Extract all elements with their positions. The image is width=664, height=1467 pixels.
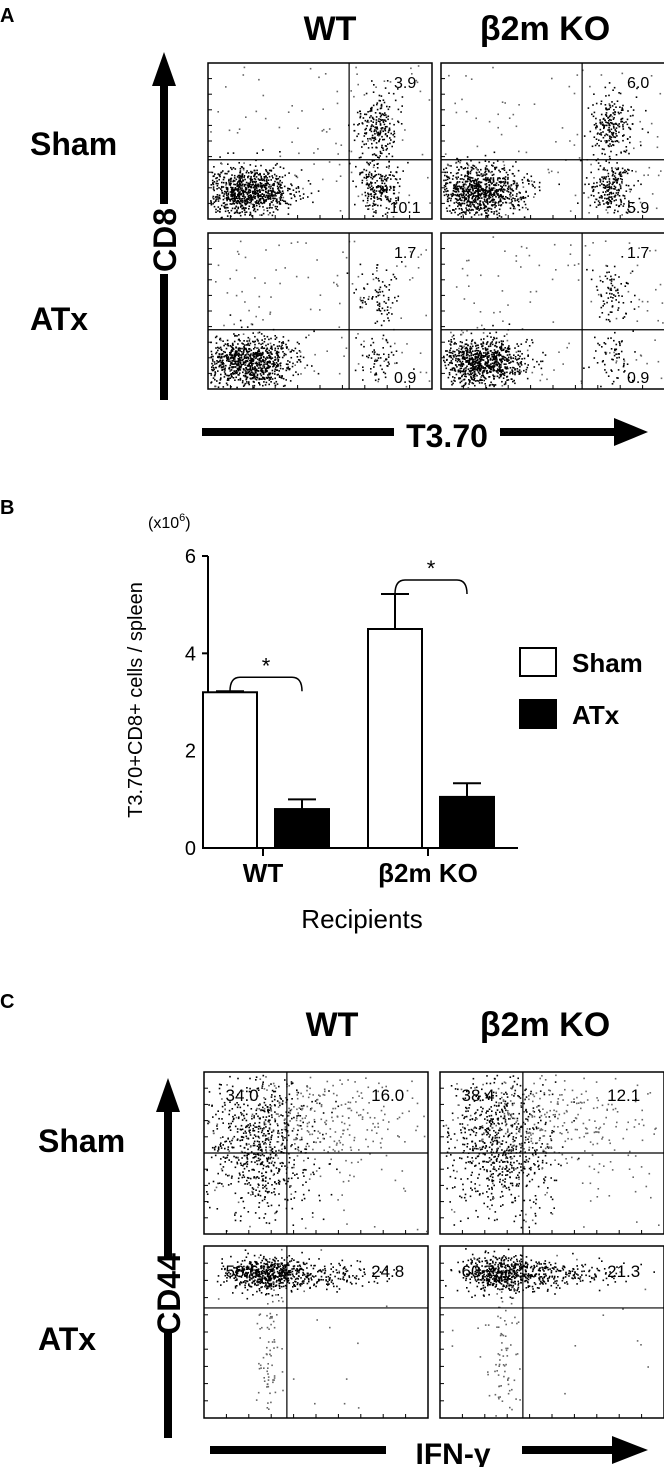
flow-plot-a-2-events <box>210 240 431 389</box>
panel-c-row-label-sham: Sham <box>38 1123 125 1159</box>
quadrant-lower-right-value: 0.9 <box>627 370 649 387</box>
y-tick-label: 4 <box>185 643 196 665</box>
quadrant-lower-right-value: 0.9 <box>394 370 416 387</box>
flow-plot-a-2: 1.7 0.9 <box>207 232 433 390</box>
panel-c-y-axis-label: CD44 <box>151 1253 187 1335</box>
panel-a-col-label-wt: WT <box>304 10 357 48</box>
panel-c-col-label-wt: WT <box>306 1006 359 1044</box>
panel-b-legend: Sham ATx <box>519 647 643 730</box>
quadrant-upper-left-value: 38.4 <box>462 1086 495 1105</box>
panel-b-multiplier-exp: 6 <box>179 512 185 524</box>
legend-swatch-atx <box>519 699 557 729</box>
quadrant-upper-left-value: 60.7 <box>462 1262 495 1281</box>
significance-bracket <box>229 676 303 692</box>
panel-c-col-label-ko: β2m KO <box>480 1006 610 1044</box>
quadrant-upper-right-value: 12.1 <box>607 1086 640 1105</box>
panel-a-col-label-ko: β2m KO <box>480 10 610 48</box>
significance-bracket <box>394 579 468 594</box>
bar-sham-1 <box>367 628 423 849</box>
panel-b-bar-chart: 0 2 4 6 WT * β2m KO * <box>185 546 518 888</box>
bar-sham-0 <box>202 691 258 849</box>
bar-atx-1 <box>439 795 495 850</box>
y-tick-label: 0 <box>185 838 196 860</box>
flow-plot-c-0: 34.0 16.0 <box>203 1071 429 1235</box>
flow-plot-c-1: 38.4 12.1 <box>439 1071 664 1235</box>
panel-b-letter: B <box>0 497 14 519</box>
quadrant-upper-right-value: 16.0 <box>371 1086 404 1105</box>
quadrant-upper-right-value: 1.7 <box>394 245 416 262</box>
panel-c-row-label-atx: ATx <box>38 1321 96 1357</box>
x-tick-label: WT <box>243 858 284 888</box>
flow-plot-a-1-events <box>443 66 662 219</box>
panel-b-multiplier: (x106) <box>148 512 191 532</box>
flow-plot-c-1-events <box>442 1074 660 1229</box>
y-tick-label: 6 <box>185 546 196 568</box>
quadrant-upper-left-value: 58.6 <box>226 1262 259 1281</box>
y-tick-label: 2 <box>185 741 196 763</box>
flow-plot-c-0-events <box>206 1074 428 1233</box>
flow-plot-c-3-events <box>445 1248 655 1417</box>
quadrant-upper-right-value: 6.0 <box>627 75 649 92</box>
quadrant-upper-right-value: 3.9 <box>394 75 416 92</box>
legend-swatch-sham <box>519 647 557 677</box>
significance-star: * <box>427 556 436 581</box>
quadrant-upper-right-value: 21.3 <box>607 1262 640 1281</box>
flow-plot-a-3: 1.7 0.9 <box>440 232 664 390</box>
x-tick-label: β2m KO <box>378 858 478 888</box>
flow-plot-c-2: 58.6 24.8 <box>203 1245 429 1419</box>
panel-a-y-axis: CD8 <box>147 52 183 400</box>
panel-a-row-label-atx: ATx <box>30 301 88 337</box>
quadrant-upper-left-value: 34.0 <box>226 1086 259 1105</box>
quadrant-lower-right-value: 5.9 <box>627 200 649 217</box>
panel-b-xlabel: Recipients <box>301 904 422 934</box>
flow-plot-a-1: 6.0 5.9 <box>440 62 664 220</box>
panel-c-letter: C <box>0 991 14 1013</box>
panel-a-letter: A <box>0 5 14 27</box>
panel-c-flow-plots: 34.0 16.0 38.4 12.1 58.6 24.8 60.7 21.3 <box>203 1071 664 1419</box>
quadrant-upper-right-value: 1.7 <box>627 245 649 262</box>
panel-a-x-axis-label: T3.70 <box>406 418 488 454</box>
quadrant-upper-right-value: 24.8 <box>371 1262 404 1281</box>
panel-b-multiplier-close: ) <box>185 515 190 532</box>
panel-c-y-axis: CD44 <box>151 1078 187 1438</box>
panel-a-row-label-sham: Sham <box>30 126 117 162</box>
flow-plot-c-2-events <box>216 1248 395 1410</box>
flow-plot-c-3: 60.7 21.3 <box>439 1245 664 1419</box>
flow-plot-a-0: 3.9 10.1 <box>207 62 433 220</box>
flow-plot-a-0-events <box>210 65 431 219</box>
panel-b-multiplier-base: (x10 <box>148 515 179 532</box>
quadrant-lower-right-value: 10.1 <box>390 200 421 217</box>
legend-label-sham: Sham <box>572 648 643 678</box>
flow-plot-a-3-events <box>443 236 664 389</box>
legend-label-atx: ATx <box>572 700 620 730</box>
panel-b-ylabel: T3.70+CD8+ cells / spleen <box>125 582 147 818</box>
panel-a-x-axis: T3.70 <box>202 418 648 454</box>
panel-c-x-axis-label: IFN-γ <box>416 1438 491 1467</box>
panel-a-y-axis-label: CD8 <box>147 208 183 272</box>
panel-c-x-axis: IFN-γ <box>210 1436 648 1467</box>
panel-a-flow-plots: 3.9 10.1 6.0 5.9 1.7 0.9 1.7 0.9 <box>207 62 664 390</box>
significance-star: * <box>262 653 271 678</box>
bar-atx-0 <box>274 808 330 849</box>
